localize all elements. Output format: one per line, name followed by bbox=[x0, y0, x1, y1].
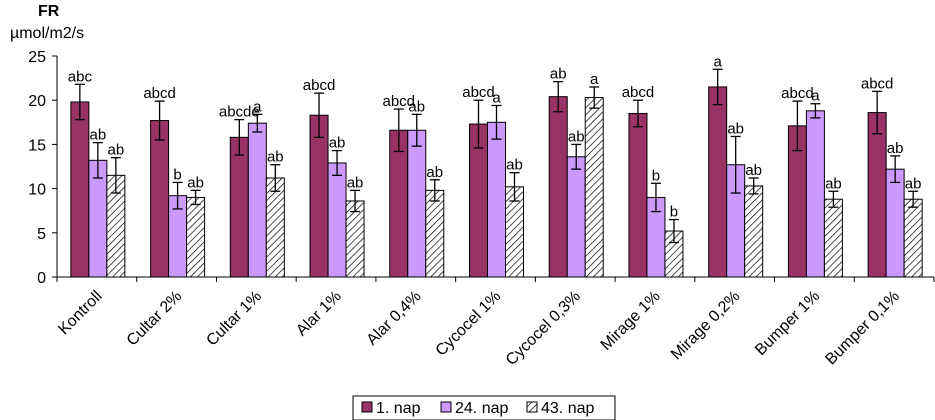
significance-label: abcde bbox=[219, 104, 260, 121]
y-axis-label: µmol/m2/s bbox=[10, 25, 84, 42]
significance-label: ab bbox=[108, 142, 125, 159]
legend: 1. nap 24. nap 43. nap bbox=[352, 395, 616, 420]
significance-label: ab bbox=[568, 128, 585, 145]
significance-label: abcd bbox=[861, 75, 894, 92]
significance-label: ab bbox=[267, 149, 284, 166]
plot-area: 0 5 10 15 20 25 Kontroll Cultar 2% Cultar 1% Alar… bbox=[28, 49, 935, 369]
category-label: Cycocel 0,3% bbox=[503, 288, 584, 369]
bar bbox=[186, 196, 206, 278]
bar bbox=[823, 198, 843, 278]
y-tick-label: 10 bbox=[28, 182, 46, 199]
significance-label: ab bbox=[727, 120, 744, 137]
legend-box bbox=[352, 395, 616, 420]
significance-label: abcd bbox=[462, 84, 495, 101]
category-label: Bumper 0,1% bbox=[822, 288, 903, 369]
y-tick-label: 5 bbox=[37, 226, 46, 243]
significance-label: ab bbox=[347, 174, 364, 191]
bar bbox=[708, 86, 728, 278]
significance-label: a bbox=[811, 88, 820, 105]
bar bbox=[885, 168, 905, 278]
bar bbox=[265, 177, 285, 278]
bar bbox=[247, 122, 267, 278]
y-tick-label: 0 bbox=[37, 270, 46, 287]
category-label: Cultar 2% bbox=[124, 288, 186, 350]
significance-label: ab bbox=[887, 140, 904, 157]
category-label: Cultar 1% bbox=[203, 288, 265, 350]
bar bbox=[903, 198, 923, 278]
legend-swatch bbox=[526, 401, 538, 413]
significance-label: a bbox=[253, 98, 262, 115]
legend-swatch bbox=[440, 401, 452, 413]
category-label: Alar 0,4% bbox=[364, 288, 425, 349]
bar bbox=[805, 110, 825, 278]
bar bbox=[487, 121, 506, 278]
significance-label: ab bbox=[408, 98, 425, 115]
y-tick-label: 25 bbox=[28, 49, 46, 66]
bar bbox=[407, 129, 427, 278]
bar bbox=[628, 112, 648, 278]
significance-label: ab bbox=[329, 135, 346, 152]
category-label: Cycocel 1% bbox=[433, 288, 505, 360]
category-label: Mirage 1% bbox=[598, 288, 664, 354]
significance-label: a bbox=[492, 90, 501, 107]
bar bbox=[309, 114, 329, 278]
significance-label: ab bbox=[426, 164, 443, 181]
y-tick-label: 15 bbox=[28, 137, 46, 154]
chart-title: FR bbox=[38, 3, 60, 20]
bar bbox=[389, 129, 409, 278]
legend-swatch bbox=[361, 401, 373, 413]
significance-label: abc bbox=[68, 68, 93, 85]
bar bbox=[345, 200, 365, 278]
category-label: Kontroll bbox=[55, 288, 105, 338]
significance-label: b bbox=[652, 167, 660, 184]
significance-label: abcd bbox=[781, 85, 814, 102]
significance-label: b bbox=[173, 166, 181, 183]
significance-label: ab bbox=[550, 66, 567, 83]
y-tick-label: 20 bbox=[28, 93, 46, 110]
significance-label: ab bbox=[745, 162, 762, 179]
bar bbox=[70, 101, 90, 278]
legend-label: 43. nap bbox=[541, 400, 594, 417]
legend-label: 1. nap bbox=[376, 400, 421, 417]
legend-label: 24. nap bbox=[455, 400, 508, 417]
significance-label: ab bbox=[506, 157, 523, 174]
bar bbox=[744, 185, 764, 278]
significance-label: ab bbox=[825, 175, 842, 192]
significance-label: b bbox=[670, 204, 678, 221]
bar bbox=[867, 112, 887, 278]
bar bbox=[229, 136, 249, 278]
bar bbox=[150, 120, 170, 278]
significance-label: ab bbox=[90, 127, 107, 144]
bar bbox=[566, 156, 586, 278]
category-label: Alar 1% bbox=[293, 288, 345, 340]
significance-label: abcd bbox=[622, 84, 655, 101]
significance-label: abcd bbox=[383, 93, 416, 110]
bar bbox=[584, 97, 604, 278]
category-label: Mirage 0,2% bbox=[668, 288, 744, 364]
significance-label: abcd bbox=[303, 77, 336, 94]
bar bbox=[425, 189, 445, 278]
significance-label: a bbox=[590, 71, 599, 88]
significance-label: ab bbox=[905, 175, 922, 192]
significance-label: abcd bbox=[143, 85, 176, 102]
significance-label: a bbox=[714, 53, 723, 70]
significance-label: ab bbox=[187, 174, 204, 191]
bar bbox=[548, 96, 568, 278]
bar bbox=[327, 162, 347, 278]
category-label: Bumper 1% bbox=[752, 288, 823, 359]
